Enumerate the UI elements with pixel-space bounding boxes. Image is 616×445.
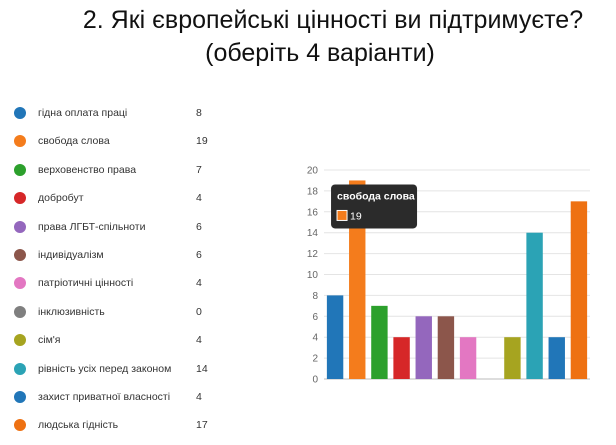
legend-value: 0 xyxy=(196,305,202,318)
legend-item[interactable]: інклюзивність 0 xyxy=(14,303,224,331)
bar[interactable] xyxy=(504,337,521,379)
title-line-2: (оберіть 4 варіанти) xyxy=(205,39,435,67)
legend-value: 4 xyxy=(196,390,202,403)
legend-label: рівність усіх перед законом xyxy=(38,362,172,375)
y-tick-label: 12 xyxy=(307,249,319,260)
legend-value: 8 xyxy=(196,107,202,119)
tooltip-label: свобода слова xyxy=(337,190,415,202)
chart-title: 2. Які європейські цінності ви підтримує… xyxy=(0,4,616,70)
title-line-1: 2. Які європейські цінності ви підтримує… xyxy=(82,6,584,34)
legend-swatch xyxy=(14,419,26,432)
tooltip: свобода слова 19 xyxy=(331,184,418,229)
legend-value: 4 xyxy=(196,334,202,347)
legend-item[interactable]: свобода слова 19 xyxy=(14,132,224,160)
y-tick-label: 16 xyxy=(307,207,319,218)
legend-label: верховенство права xyxy=(38,163,137,176)
legend-swatch xyxy=(14,107,26,119)
legend-value: 17 xyxy=(196,419,208,432)
legend-swatch xyxy=(14,135,26,148)
legend-value: 4 xyxy=(196,192,202,205)
legend-item[interactable]: верховенство права 7 xyxy=(14,161,224,189)
legend-item[interactable]: права ЛГБТ-спільноти 6 xyxy=(14,218,224,246)
legend-label: індивідуалізм xyxy=(38,248,104,261)
legend-swatch xyxy=(14,362,26,375)
y-tick-label: 18 xyxy=(307,186,319,197)
legend-label: інклюзивність xyxy=(38,305,105,318)
y-tick-label: 10 xyxy=(307,270,319,281)
legend-item[interactable]: захист приватної власності 4 xyxy=(14,388,224,416)
legend-label: патріотичні цінності xyxy=(38,277,134,290)
y-tick-label: 6 xyxy=(312,312,318,323)
legend-swatch xyxy=(14,192,26,205)
legend-item[interactable]: людська гідність 17 xyxy=(14,416,224,444)
legend-label: свобода слова xyxy=(38,135,110,148)
legend-item[interactable]: індивідуалізм 6 xyxy=(14,246,224,274)
legend: гідна оплата праці 8 свобода слова 19 верхов… xyxy=(14,104,224,445)
legend-swatch xyxy=(14,390,26,403)
y-tick-label: 8 xyxy=(312,291,318,302)
bar[interactable] xyxy=(326,295,344,379)
legend-label: захист приватної власності xyxy=(38,390,171,403)
legend-item[interactable]: гідна оплата праці 8 xyxy=(14,104,224,132)
legend-swatch xyxy=(14,248,26,261)
y-tick-label: 14 xyxy=(307,228,319,239)
legend-item[interactable]: патріотичні цінності 4 xyxy=(14,274,224,302)
bar[interactable] xyxy=(526,232,543,379)
legend-item[interactable]: добробут 4 xyxy=(14,189,224,217)
tooltip-value: 19 xyxy=(350,210,362,222)
legend-item[interactable]: рівність усіх перед законом 14 xyxy=(14,360,224,388)
legend-swatch xyxy=(14,163,26,176)
legend-value: 6 xyxy=(196,220,202,233)
legend-swatch xyxy=(14,305,26,318)
bar[interactable] xyxy=(371,305,388,379)
legend-value: 6 xyxy=(196,248,202,261)
legend-value: 7 xyxy=(196,163,202,176)
bar[interactable] xyxy=(548,337,565,379)
bar[interactable] xyxy=(349,180,366,379)
legend-label: права ЛГБТ-спільноти xyxy=(38,220,146,233)
y-tick-label: 4 xyxy=(312,333,318,344)
y-tick-label: 0 xyxy=(312,375,318,386)
legend-value: 14 xyxy=(196,362,208,375)
legend-swatch xyxy=(14,277,26,290)
legend-value: 4 xyxy=(196,277,202,290)
bar-chart: 0 2 4 6 8 10 12 14 16 18 20 свобода слова 19 xyxy=(307,166,590,386)
legend-swatch xyxy=(14,334,26,347)
bar[interactable] xyxy=(393,337,410,379)
bar[interactable] xyxy=(459,337,477,379)
legend-swatch xyxy=(14,220,26,233)
bar[interactable] xyxy=(570,201,588,379)
y-tick-label: 20 xyxy=(307,166,319,177)
legend-label: добробут xyxy=(38,192,84,205)
bar[interactable] xyxy=(437,316,455,379)
y-tick-label: 2 xyxy=(312,354,318,365)
legend-label: сім'я xyxy=(38,334,61,347)
legend-label: людська гідність xyxy=(38,419,119,432)
legend-label: гідна оплата праці xyxy=(38,107,128,119)
bar[interactable] xyxy=(415,316,432,379)
legend-value: 19 xyxy=(196,135,208,148)
tooltip-box xyxy=(331,184,418,229)
tooltip-swatch xyxy=(336,209,348,221)
legend-item[interactable]: сім'я 4 xyxy=(14,331,224,359)
